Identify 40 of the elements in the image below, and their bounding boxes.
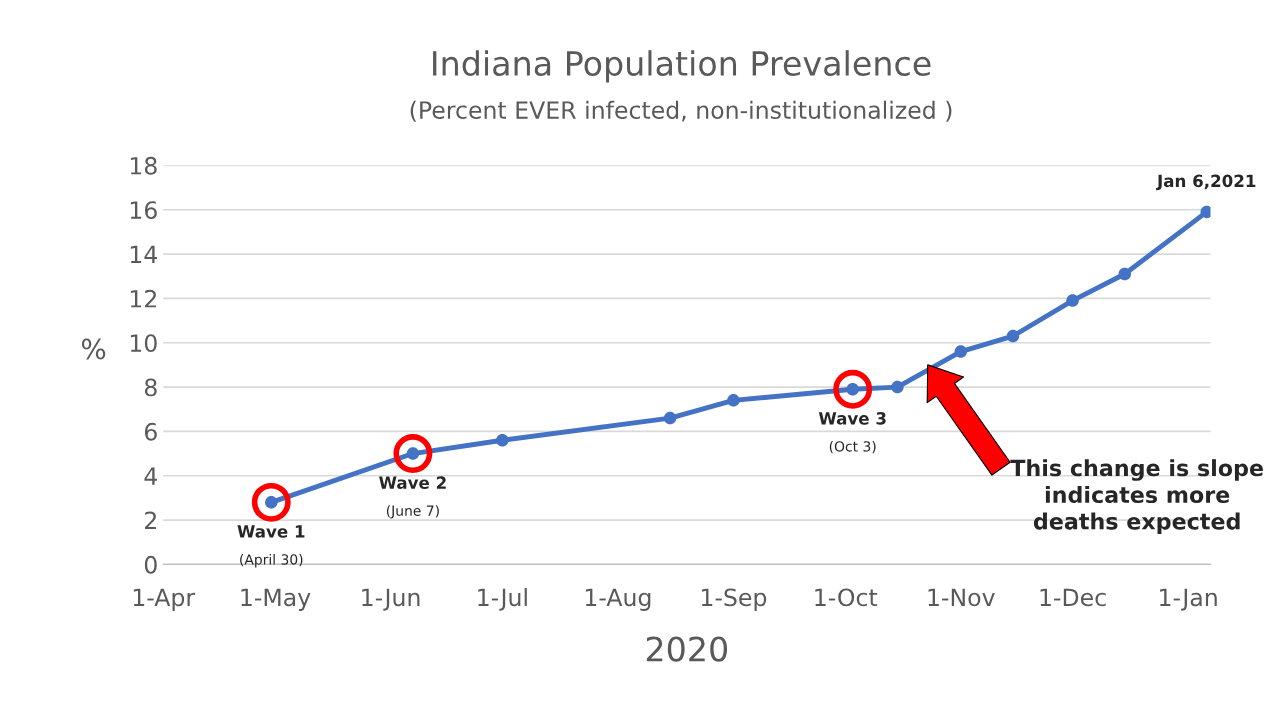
chart-subtitle: (Percent EVER infected, non-institutionalized ) bbox=[410, 100, 952, 122]
point bbox=[1066, 294, 1079, 307]
point bbox=[663, 411, 677, 425]
x-tick-label: 1-Sep bbox=[701, 588, 767, 611]
x-axis-title: 2020 bbox=[646, 636, 728, 662]
annotation: This change is slope indicates more deaths expected bbox=[1010, 459, 1263, 534]
y-tick-label: 0 bbox=[144, 555, 157, 574]
x-tick-label: 1-Aug bbox=[585, 588, 651, 611]
y-axis-title: % bbox=[81, 338, 106, 360]
y-tick-label: 8 bbox=[144, 378, 157, 397]
y-tick-label: 4 bbox=[144, 467, 158, 485]
x-tick-label: 1-Jul bbox=[478, 588, 527, 611]
point bbox=[891, 380, 904, 394]
y-tick-label: 14 bbox=[130, 245, 158, 264]
x-tick-label: 1-Jan bbox=[1160, 588, 1217, 611]
x-tick-label: 1-Dec bbox=[1040, 588, 1106, 607]
x-tick-label: 1-Apr bbox=[133, 588, 196, 611]
point bbox=[496, 434, 509, 447]
y-tick-label: 18 bbox=[130, 156, 157, 175]
y-tick-label: 2 bbox=[145, 511, 156, 530]
point bbox=[1006, 329, 1020, 343]
annotation: Wave 3 bbox=[818, 412, 886, 425]
annotation: Wave 2 bbox=[379, 476, 446, 489]
chart-title: Indiana Population Prevalence bbox=[433, 50, 931, 83]
point bbox=[727, 394, 740, 407]
annotation: (Oct 3) bbox=[829, 440, 876, 454]
point bbox=[1118, 267, 1131, 281]
annotation: Jan 6,2021 bbox=[1156, 174, 1256, 191]
x-tick-label: 1-Jun bbox=[362, 588, 420, 611]
y-tick-label: 16 bbox=[130, 201, 157, 220]
y-tick-label: 10 bbox=[130, 334, 157, 353]
x-tick-label: 1-Nov bbox=[928, 588, 995, 607]
annotation: (April 30) bbox=[240, 553, 303, 568]
x-tick-label: 1-Oct bbox=[815, 588, 878, 607]
y-tick-label: 12 bbox=[130, 289, 156, 308]
y-tick-label: 6 bbox=[144, 422, 157, 441]
annotation: (June 7) bbox=[386, 505, 439, 519]
annotation: Wave 1 bbox=[237, 525, 305, 538]
point bbox=[954, 345, 968, 358]
x-tick-label: 1-May bbox=[241, 588, 311, 611]
